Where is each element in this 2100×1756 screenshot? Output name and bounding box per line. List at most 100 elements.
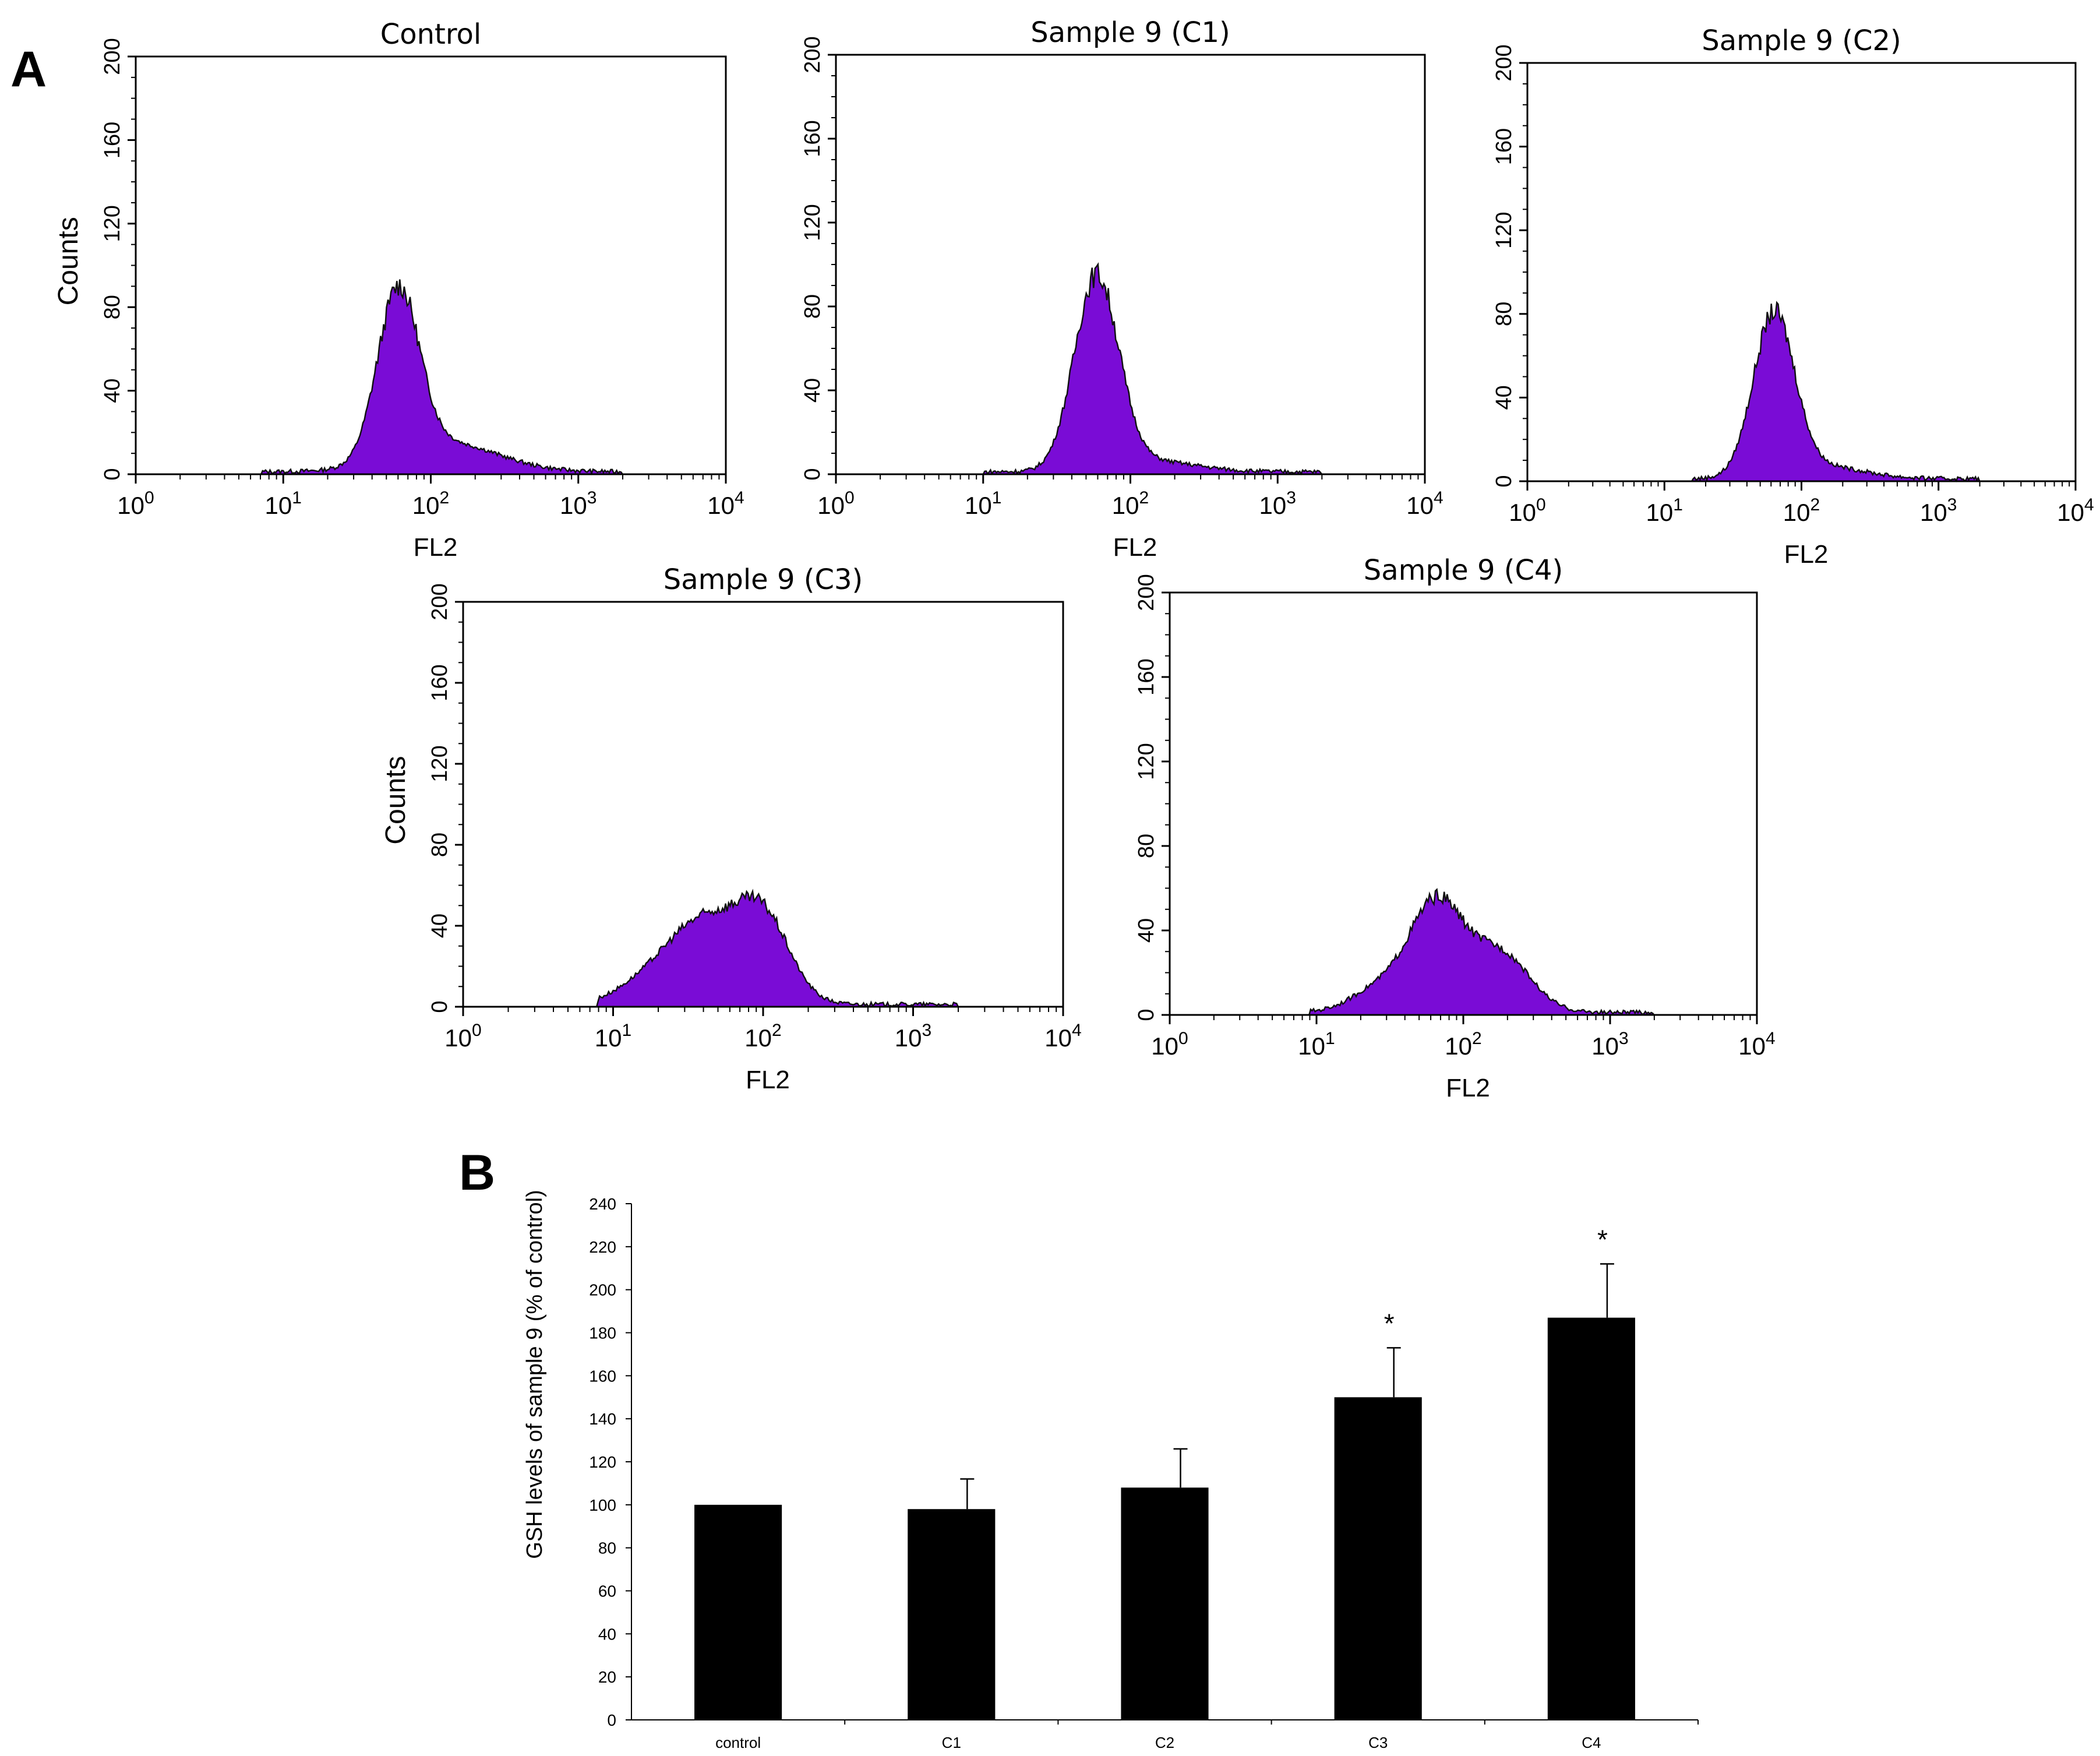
y-tick-label: 80	[100, 295, 125, 319]
x-tick-label: C2	[1155, 1734, 1174, 1751]
y-tick-label: 200	[428, 583, 452, 620]
y-tick-label: 80	[800, 294, 825, 319]
histogram-area	[136, 279, 726, 475]
y-tick-label: 40	[800, 378, 825, 403]
bar-c4	[1547, 1317, 1635, 1720]
y-tick-label: 120	[428, 745, 452, 782]
y-tick-label: 220	[589, 1238, 616, 1256]
y-tick-label: 80	[1492, 302, 1516, 326]
bar-c1	[908, 1509, 996, 1720]
y-axis: 0 20 40 60 80 100 120 140 160 180 200 220 240	[589, 1195, 632, 1729]
y-tick-label: 80	[1134, 834, 1159, 858]
x-axis-label: FL2	[414, 533, 458, 562]
x-tick-label: 103	[895, 1021, 931, 1052]
y-tick-label: 0	[428, 1000, 452, 1013]
x-axis-label: FL2	[1446, 1074, 1490, 1102]
y-tick-label: 40	[598, 1625, 616, 1643]
gsh-bar-chart: 0 20 40 60 80 100 120 140 160 180 200 220 240 contro…	[523, 1190, 1699, 1751]
x-tick-label: 101	[595, 1021, 631, 1052]
y-tick-label: 120	[589, 1453, 616, 1471]
histogram-panel: Control 0 40 80 120 160 200 100 101 102 103 104 FL2 C…	[53, 18, 744, 562]
histogram-area	[836, 262, 1425, 476]
y-tick-label: 160	[1492, 128, 1516, 165]
y-tick-label: 160	[800, 120, 825, 157]
y-tick-label: 200	[100, 38, 125, 75]
histogram-title: Control	[380, 18, 482, 51]
histogram-panel: Sample 9 (C4) 0 40 80 120 160 200 100 101 102 103 1…	[1134, 554, 1776, 1102]
histogram-panels: Control 0 40 80 120 160 200 100 101 102 103 104 FL2 C…	[53, 16, 2094, 1102]
y-tick-label: 20	[598, 1668, 616, 1686]
y-tick-label: 40	[1134, 918, 1159, 943]
x-tick-label: 100	[444, 1021, 481, 1052]
histogram-title: Sample 9 (C3)	[663, 563, 863, 596]
x-tick-label: 102	[744, 1021, 781, 1052]
y-tick-label: 0	[607, 1711, 616, 1729]
y-tick-label: 0	[1492, 475, 1516, 487]
x-axis-label: FL2	[746, 1066, 790, 1094]
x-tick-label: 100	[817, 488, 854, 519]
histogram-area	[1170, 888, 1757, 1016]
x-tick-label: 104	[1738, 1029, 1775, 1060]
x-tick-label: 103	[1591, 1029, 1628, 1060]
y-tick-label: 80	[598, 1539, 616, 1557]
y-tick-label: 140	[589, 1410, 616, 1428]
panel-b-label: B	[459, 1145, 495, 1201]
bar-c2	[1121, 1487, 1209, 1720]
y-tick-label: 40	[428, 914, 452, 938]
x-tick-label: 104	[1044, 1021, 1081, 1052]
x-tick-label: 101	[965, 488, 1001, 519]
y-axis-label: Counts	[380, 756, 411, 845]
y-tick-label: 0	[1134, 1009, 1159, 1021]
x-tick-label: 102	[1783, 495, 1820, 526]
x-tick-label: 101	[1646, 495, 1683, 526]
y-tick-label: 200	[1134, 574, 1159, 611]
x-tick-label: 102	[412, 488, 449, 519]
y-tick-label: 120	[800, 204, 825, 241]
x-tick-label: C4	[1582, 1734, 1601, 1751]
x-tick-label: 103	[1920, 495, 1957, 526]
x-tick-label: 101	[265, 488, 302, 519]
y-tick-label: 200	[589, 1281, 616, 1299]
y-tick-label: 180	[589, 1324, 616, 1342]
x-tick-label: 100	[1509, 495, 1545, 526]
y-tick-label: 200	[800, 36, 825, 73]
x-tick-label: control	[715, 1734, 761, 1751]
x-tick-label: 104	[707, 488, 744, 519]
x-axis-label: FL2	[1784, 540, 1829, 569]
panel-a-label: A	[10, 41, 47, 97]
x-tick-label: 100	[1151, 1029, 1188, 1060]
x-tick-label: 100	[117, 488, 154, 519]
x-tick-label: C3	[1368, 1734, 1388, 1751]
y-tick-label: 60	[598, 1582, 616, 1600]
y-tick-label: 40	[100, 378, 125, 403]
x-tick-label: 103	[1259, 488, 1296, 519]
y-axis-label: Counts	[53, 217, 84, 305]
histogram-panel: Sample 9 (C2) 0 40 80 120 160 200 100 101 102 103 1…	[1492, 24, 2094, 569]
histogram-panel: Sample 9 (C3) 0 40 80 120 160 200 100 101 102 103 1…	[380, 563, 1082, 1094]
histogram-title: Sample 9 (C1)	[1030, 16, 1230, 49]
significance-marker: *	[1597, 1224, 1608, 1254]
y-tick-label: 200	[1492, 44, 1516, 81]
x-tick-label: 104	[1406, 488, 1443, 519]
significance-marker: *	[1384, 1308, 1395, 1338]
y-tick-label: 0	[100, 468, 125, 480]
bar-c3	[1334, 1397, 1422, 1720]
y-tick-label: 100	[589, 1496, 616, 1514]
y-tick-label: 40	[1492, 385, 1516, 410]
histogram-area	[1527, 301, 2076, 482]
x-tick-label: 101	[1298, 1029, 1335, 1060]
bar-control	[694, 1504, 782, 1720]
x-axis: control C1 C2 C3 C4	[631, 1719, 1699, 1751]
histogram-panel: Sample 9 (C1) 0 40 80 120 160 200 100 101 102 103 1…	[800, 16, 1443, 562]
histogram-title: Sample 9 (C2)	[1702, 24, 1901, 57]
histogram-area	[463, 888, 1063, 1008]
x-tick-label: C1	[942, 1734, 961, 1751]
y-tick-label: 120	[100, 205, 125, 242]
y-tick-label: 160	[100, 122, 125, 158]
x-axis-label: FL2	[1113, 533, 1157, 562]
y-tick-label: 120	[1492, 211, 1516, 248]
x-tick-label: 104	[2057, 495, 2094, 526]
y-tick-label: 120	[1134, 743, 1159, 780]
x-tick-label: 103	[560, 488, 597, 519]
